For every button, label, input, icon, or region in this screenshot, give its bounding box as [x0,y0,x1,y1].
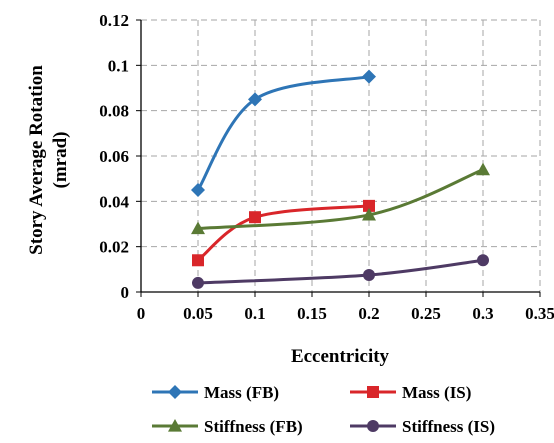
legend-label: Stiffness (FB) [204,417,303,436]
legend: Mass (FB) Mass (IS) Stiffness (FB) Stiffnes… [152,383,495,436]
data-point-mass-fb [191,183,205,197]
y-tick-label: 0.06 [99,147,129,166]
legend-item-mass-fb: Mass (FB) [152,383,279,402]
y-axis-title-line2: (mrad) [50,132,71,189]
data-point-mass-fb [362,69,376,84]
x-tick-label: 0.2 [358,304,379,323]
data-point-stiffness-is [363,269,375,281]
data-point-mass-is [363,199,375,212]
data-point-mass-fb [248,92,262,107]
data-point-stiffness-fb [476,162,490,176]
x-tick-label: 0.15 [297,304,327,323]
series-markers [191,69,490,289]
x-axis-title: Eccentricity [291,346,390,367]
x-tick-label: 0.35 [525,304,554,323]
series-line-mass-is [197,204,370,262]
y-axis-title-line1: Story Average Rotation [26,65,47,255]
data-point-mass-is [192,254,204,267]
y-tick-label: 0.08 [99,102,129,121]
series-line-mass-fb [196,75,370,191]
y-tick-label: 0.04 [99,192,129,211]
tick-labels: 0 0.05 0.1 0.15 0.2 0.25 0.3 0.35 0 0.02 0.04 0.06 0… [99,11,554,323]
y-tick-label: 0.12 [99,11,129,30]
x-tick-label: 0.1 [244,304,265,323]
data-point-stiffness-is [192,276,204,289]
series-line-stiffness-is [197,258,484,285]
legend-marker [168,385,182,399]
legend-label: Stiffness (IS) [402,417,495,436]
data-point-stiffness-fb [191,221,205,235]
legend-label: Mass (FB) [204,383,279,402]
y-tick-label: 0.1 [108,56,129,75]
y-tick-label: 0.02 [99,238,129,257]
legend-marker [168,419,182,432]
data-point-stiffness-is [477,254,489,267]
legend-marker [367,386,379,398]
series-lines [196,75,484,285]
y-tick-label: 0 [121,283,130,302]
legend-marker [367,420,379,432]
axes [136,19,541,297]
legend-item-stiffness-is: Stiffness (IS) [350,417,495,436]
grid-lines [141,19,541,292]
series-line-stiffness-fb [197,168,484,231]
x-tick-label: 0.25 [411,304,441,323]
legend-label: Mass (IS) [402,383,471,402]
data-point-mass-is [249,211,261,224]
x-tick-label: 0.3 [472,304,493,323]
x-tick-label: 0 [137,304,146,323]
x-tick-label: 0.05 [183,304,213,323]
legend-item-mass-is: Mass (IS) [350,383,471,402]
legend-item-stiffness-fb: Stiffness (FB) [152,417,303,436]
data-point-stiffness-fb [362,207,376,221]
